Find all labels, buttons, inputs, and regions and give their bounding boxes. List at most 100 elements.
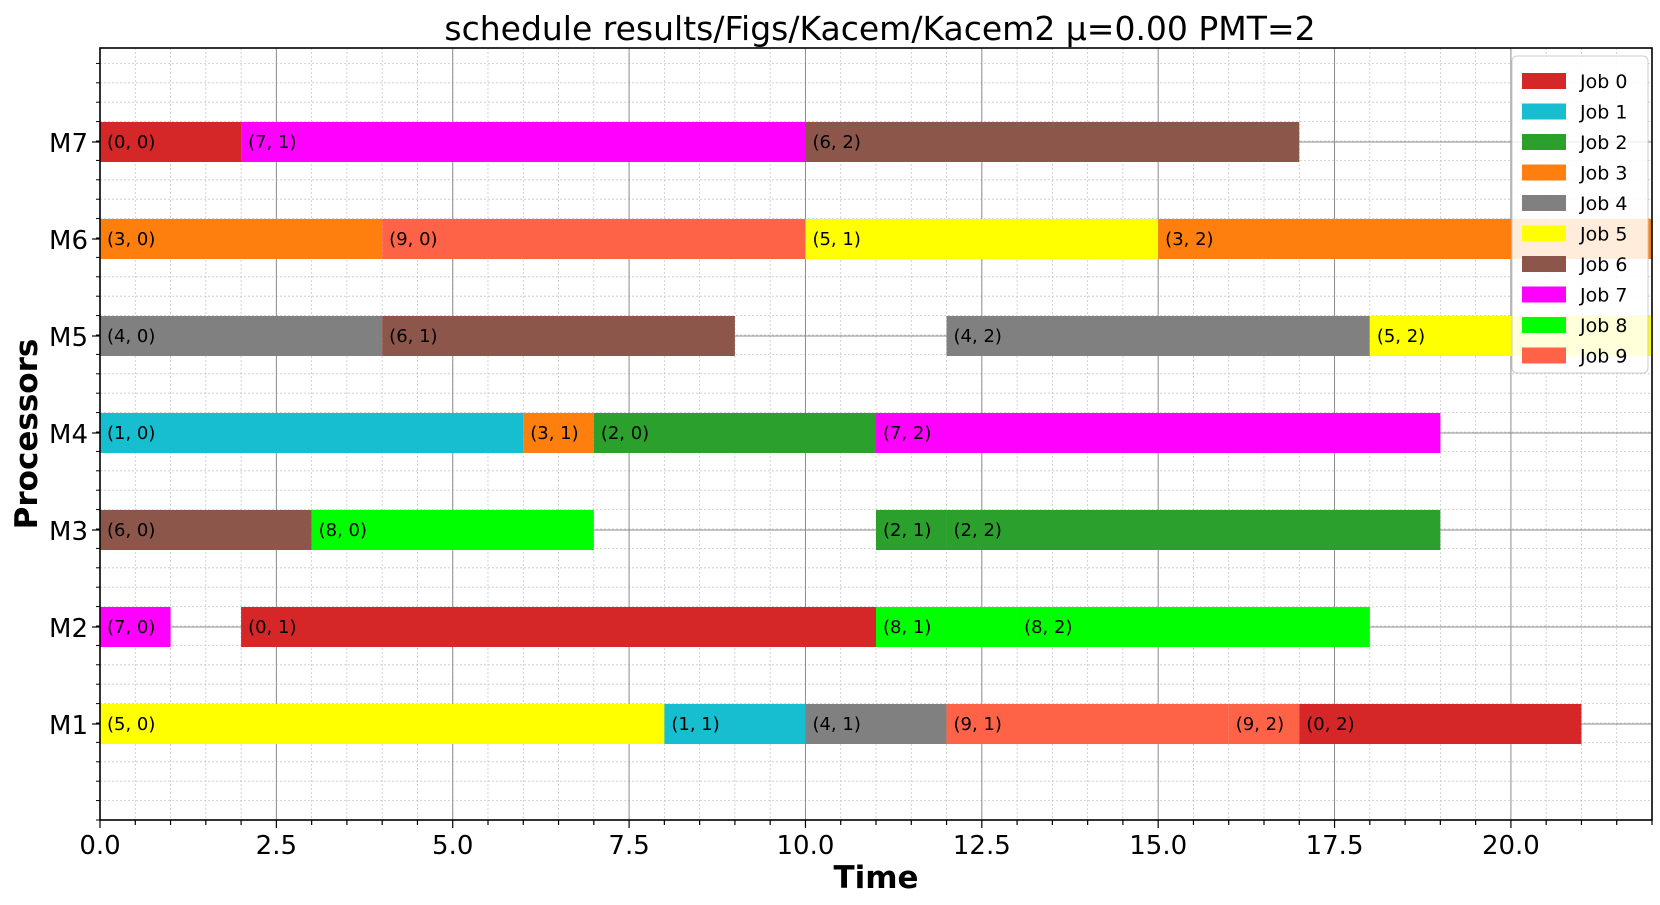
gantt-bar xyxy=(805,122,1300,162)
legend-entry: Job 4 xyxy=(1579,193,1627,215)
legend-swatch xyxy=(1522,225,1566,242)
bar-label: (5, 2) xyxy=(1377,326,1425,347)
gantt-bar xyxy=(805,219,1159,259)
legend-entry: Job 8 xyxy=(1579,315,1627,337)
gantt-bar xyxy=(311,510,594,550)
y-tick-label: M3 xyxy=(49,517,88,547)
legend-entry: Job 6 xyxy=(1579,254,1627,276)
legend-swatch xyxy=(1522,195,1566,211)
bar-label: (8, 1) xyxy=(883,617,931,638)
bar-label: (4, 2) xyxy=(954,326,1002,347)
gantt-bar xyxy=(876,413,1441,453)
x-tick-label: 15.0 xyxy=(1129,831,1187,861)
gantt-bar xyxy=(100,510,312,550)
bars xyxy=(100,122,1652,744)
bar-label: (0, 2) xyxy=(1306,714,1354,735)
gantt-bar xyxy=(664,704,806,744)
gantt-bar xyxy=(100,316,383,356)
bar-label: (2, 1) xyxy=(883,520,931,541)
bar-label: (5, 0) xyxy=(107,714,155,735)
gantt-bar xyxy=(876,607,1018,647)
legend-entry: Job 5 xyxy=(1579,224,1627,246)
gantt-bar xyxy=(876,510,947,550)
legend-swatch xyxy=(1522,286,1566,303)
gantt-bar xyxy=(523,413,594,453)
legend-entry: Job 0 xyxy=(1579,71,1627,93)
gantt-bar xyxy=(382,316,735,356)
bar-label: (3, 0) xyxy=(107,229,155,250)
gantt-bar xyxy=(241,122,806,162)
x-tick-label: 12.5 xyxy=(953,831,1011,861)
y-tick-label: M4 xyxy=(49,420,88,450)
bar-label: (1, 0) xyxy=(107,423,155,444)
y-tick-label: M7 xyxy=(49,129,88,159)
bar-label: (4, 1) xyxy=(812,714,860,735)
gantt-bar xyxy=(805,704,947,744)
bar-label: (6, 2) xyxy=(812,132,860,153)
legend-entry: Job 7 xyxy=(1579,285,1627,307)
x-tick-label: 0.0 xyxy=(79,831,120,861)
legend: Job 0 Job 1 Job 2 Job 3 Job 4 Job 5 Job 6 Job 7… xyxy=(1511,55,1649,374)
x-tick-label: 17.5 xyxy=(1306,831,1364,861)
bar-label: (7, 2) xyxy=(883,423,931,444)
bar-labels: (0, 0) (7, 1) (6, 2) (3, 0) (9, 0) (5, 1) (3, … xyxy=(107,132,1425,735)
bar-label: (8, 0) xyxy=(319,520,367,541)
x-tick-label: 20.0 xyxy=(1482,831,1540,861)
gantt-bar xyxy=(100,413,524,453)
legend-entry: Job 3 xyxy=(1579,163,1627,185)
gantt-bar xyxy=(1299,704,1582,744)
gantt-bar xyxy=(382,219,806,259)
bar-label: (5, 1) xyxy=(812,229,860,250)
bar-label: (9, 1) xyxy=(954,714,1002,735)
legend-swatch xyxy=(1522,164,1566,181)
bar-label: (2, 0) xyxy=(601,423,649,444)
bar-label: (9, 2) xyxy=(1236,714,1284,735)
bar-label: (7, 0) xyxy=(107,617,155,638)
x-axis-label: Time xyxy=(833,860,918,896)
legend-swatch xyxy=(1522,103,1566,120)
gantt-bar xyxy=(946,510,1441,550)
x-tick-label: 5.0 xyxy=(432,831,473,861)
bar-label: (3, 1) xyxy=(530,423,578,444)
gantt-bar xyxy=(100,219,383,259)
bar-label: (4, 0) xyxy=(107,326,155,347)
bar-label: (2, 2) xyxy=(954,520,1002,541)
legend-entry: Job 2 xyxy=(1579,132,1627,154)
bar-label: (3, 2) xyxy=(1165,229,1213,250)
bar-label: (8, 2) xyxy=(1024,617,1072,638)
gantt-bar xyxy=(1228,704,1300,744)
gantt-bar xyxy=(241,607,876,647)
legend-swatch xyxy=(1522,73,1566,89)
gantt-bar xyxy=(100,704,665,744)
legend-swatch xyxy=(1522,347,1566,364)
y-tick-label: M6 xyxy=(49,226,88,256)
chart-title: schedule results/Figs/Kacem/Kacem2 μ=0.0… xyxy=(444,9,1315,48)
legend-entry: Job 9 xyxy=(1579,346,1627,368)
legend-swatch xyxy=(1522,256,1566,272)
legend-entry: Job 1 xyxy=(1579,102,1627,124)
y-axis-label: Processors xyxy=(9,339,45,530)
gantt-bar xyxy=(100,122,242,162)
gantt-bar xyxy=(946,704,1229,744)
gantt-bar xyxy=(593,413,876,453)
legend-swatch xyxy=(1522,317,1566,333)
gantt-bar xyxy=(1017,607,1370,647)
x-tick-label: 7.5 xyxy=(608,831,649,861)
bar-label: (0, 0) xyxy=(107,132,155,153)
bar-label: (6, 0) xyxy=(107,520,155,541)
bar-label: (0, 1) xyxy=(248,617,296,638)
x-tick-label: 2.5 xyxy=(256,831,297,861)
bar-label: (9, 0) xyxy=(389,229,437,250)
bar-label: (1, 1) xyxy=(671,714,719,735)
y-tick-label: M1 xyxy=(49,711,88,741)
gantt-bar xyxy=(946,316,1370,356)
bar-label: (7, 1) xyxy=(248,132,296,153)
bar-label: (6, 1) xyxy=(389,326,437,347)
legend-swatch xyxy=(1522,134,1566,150)
y-tick-label: M5 xyxy=(49,323,88,353)
gantt-bar xyxy=(100,607,171,647)
y-tick-label: M2 xyxy=(49,614,88,644)
x-tick-label: 10.0 xyxy=(777,831,835,861)
ticks: 0.0 2.5 5.0 7.5 10.0 12.5 15.0 17.5 20.0 M1 M2 M3 M4… xyxy=(49,62,1653,861)
